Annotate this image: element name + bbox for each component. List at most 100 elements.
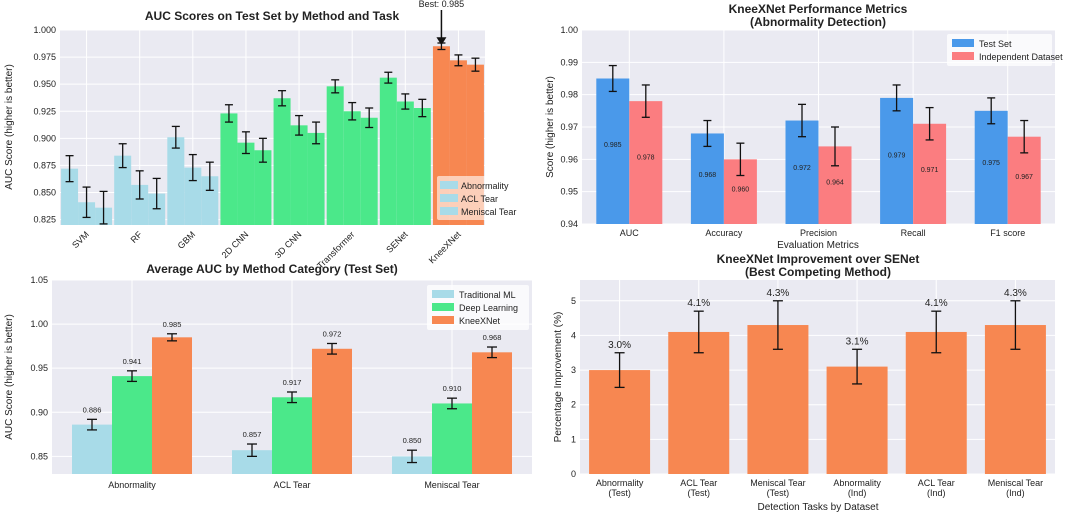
x-tick-label: (Test) xyxy=(688,488,711,498)
bar xyxy=(61,168,79,225)
error-bar xyxy=(287,391,297,404)
bar xyxy=(114,155,132,225)
bar xyxy=(254,150,272,225)
y-tick-label: 4 xyxy=(571,330,576,340)
error-bar xyxy=(331,79,340,94)
x-tick-label: Abnormality xyxy=(833,478,881,488)
x-tick-label: KneeXNet xyxy=(427,229,463,265)
x-axis-label: Evaluation Metrics xyxy=(777,240,859,251)
bar xyxy=(201,176,219,225)
bar xyxy=(690,133,724,224)
bar xyxy=(220,113,238,225)
chart-title: AUC Scores on Test Set by Method and Tas… xyxy=(145,9,400,23)
data-label: 0.857 xyxy=(243,430,262,439)
error-bar xyxy=(127,370,137,383)
data-label: 0.917 xyxy=(283,378,302,387)
error-bar xyxy=(641,84,650,118)
bar xyxy=(152,337,192,474)
legend-label: Test Set xyxy=(979,39,1012,49)
error-bar xyxy=(852,348,863,385)
bar xyxy=(307,132,325,225)
x-tick-label: SENet xyxy=(384,229,410,255)
data-label: 0.971 xyxy=(921,167,939,174)
bar xyxy=(629,101,663,224)
x-tick-label: AUC xyxy=(620,228,640,238)
legend-swatch xyxy=(440,207,458,215)
x-tick-label: Precision xyxy=(800,228,837,238)
x-tick-label: Recall xyxy=(901,228,926,238)
data-label: 0.910 xyxy=(443,384,462,393)
bar xyxy=(785,120,819,224)
bar xyxy=(880,97,914,224)
y-tick-label: 1.05 xyxy=(30,275,48,285)
legend-label: Independent Dataset xyxy=(979,52,1063,62)
bar xyxy=(905,331,967,474)
y-tick-label: 0.950 xyxy=(33,79,56,89)
x-tick-label: (Ind) xyxy=(848,488,867,498)
bar xyxy=(131,184,149,225)
error-bar xyxy=(205,161,214,191)
error-bar xyxy=(241,131,250,155)
error-bar xyxy=(82,186,91,219)
y-axis-label: Percentage Improvement (%) xyxy=(553,312,564,443)
data-label: 0.979 xyxy=(888,153,906,160)
x-tick-label: 2D CNN xyxy=(220,229,251,260)
y-axis-label: Score (higher is better) xyxy=(545,76,556,178)
error-bar xyxy=(224,104,233,123)
error-bar xyxy=(384,71,393,84)
error-bar xyxy=(1010,300,1021,350)
error-bar xyxy=(1020,119,1029,154)
y-axis-label: AUC Score (higher is better) xyxy=(4,314,15,440)
data-label: 0.985 xyxy=(163,320,182,329)
x-tick-label: ACL Tear xyxy=(918,478,955,488)
legend-swatch xyxy=(952,52,974,60)
data-label: 0.960 xyxy=(732,186,750,193)
bar xyxy=(596,78,630,224)
error-bar xyxy=(454,54,463,67)
bar xyxy=(272,397,312,474)
bar xyxy=(112,376,152,474)
error-bar xyxy=(65,155,74,183)
x-tick-label: Abnormality xyxy=(596,478,644,488)
bar xyxy=(184,167,202,225)
y-tick-label: 1 xyxy=(571,434,576,444)
error-bar xyxy=(418,98,427,118)
error-bar xyxy=(278,90,287,107)
error-bar xyxy=(703,119,712,148)
bar xyxy=(232,450,272,474)
x-tick-label: ACL Tear xyxy=(680,478,717,488)
data-label: 0.886 xyxy=(83,405,102,414)
bar xyxy=(472,352,512,474)
annotation-text: Best: 0.985 xyxy=(419,0,465,9)
error-bar xyxy=(312,121,321,145)
data-label: 0.985 xyxy=(604,142,622,149)
legend-label: Traditional ML xyxy=(459,290,516,300)
x-tick-label: 3D CNN xyxy=(273,229,304,260)
legend-swatch xyxy=(952,39,974,47)
error-bar xyxy=(925,106,934,141)
error-bar xyxy=(447,397,457,410)
x-tick-label: F1 score xyxy=(990,228,1025,238)
data-label: 0.972 xyxy=(793,165,811,172)
y-tick-label: 0.99 xyxy=(560,57,578,67)
chart-title: KneeXNet Improvement over SENet xyxy=(717,252,920,266)
y-tick-label: 0.975 xyxy=(33,52,56,62)
x-tick-label: Accuracy xyxy=(705,228,743,238)
error-bar xyxy=(152,177,161,210)
data-label: 0.967 xyxy=(1015,174,1033,181)
bar xyxy=(413,108,431,225)
error-bar xyxy=(401,93,410,110)
error-bar xyxy=(931,310,942,354)
y-tick-label: 0.94 xyxy=(560,219,578,229)
error-bar xyxy=(987,97,996,125)
error-bar xyxy=(831,126,839,167)
data-label: 0.978 xyxy=(637,154,655,161)
y-tick-label: 0.90 xyxy=(30,407,48,417)
error-bar xyxy=(772,300,783,350)
x-tick-label: ACL Tear xyxy=(273,480,310,490)
x-tick-label: Meniscal Tear xyxy=(988,478,1043,488)
error-bar xyxy=(614,352,625,389)
error-bar xyxy=(118,143,127,169)
y-tick-label: 0.825 xyxy=(33,215,56,225)
